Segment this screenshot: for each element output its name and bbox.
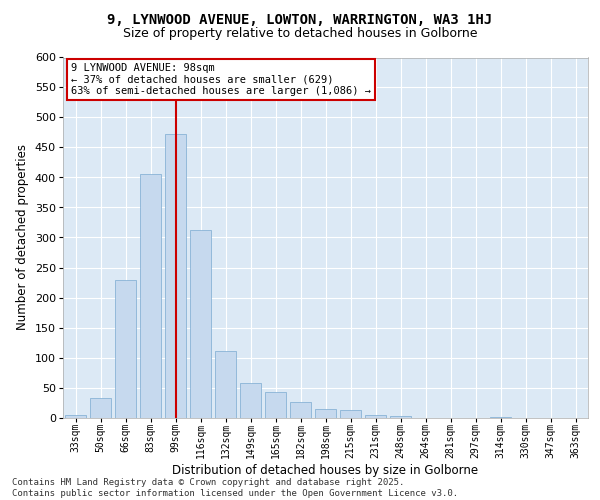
Bar xyxy=(140,174,161,418)
Text: Contains HM Land Registry data © Crown copyright and database right 2025.
Contai: Contains HM Land Registry data © Crown c… xyxy=(12,478,458,498)
Bar xyxy=(190,230,211,418)
Bar xyxy=(65,414,86,418)
Text: 9, LYNWOOD AVENUE, LOWTON, WARRINGTON, WA3 1HJ: 9, LYNWOOD AVENUE, LOWTON, WARRINGTON, W… xyxy=(107,12,493,26)
Bar xyxy=(265,392,286,417)
Bar xyxy=(240,384,261,418)
Y-axis label: Number of detached properties: Number of detached properties xyxy=(16,144,29,330)
Text: 9 LYNWOOD AVENUE: 98sqm
← 37% of detached houses are smaller (629)
63% of semi-d: 9 LYNWOOD AVENUE: 98sqm ← 37% of detache… xyxy=(71,63,371,96)
Bar xyxy=(340,410,361,418)
Bar xyxy=(390,416,411,418)
Bar xyxy=(490,417,511,418)
Bar xyxy=(115,280,136,417)
Bar xyxy=(215,351,236,418)
Bar xyxy=(365,414,386,418)
X-axis label: Distribution of detached houses by size in Golborne: Distribution of detached houses by size … xyxy=(172,464,479,477)
Bar xyxy=(165,134,186,418)
Bar xyxy=(315,408,336,418)
Bar xyxy=(290,402,311,417)
Text: Size of property relative to detached houses in Golborne: Size of property relative to detached ho… xyxy=(123,28,477,40)
Bar xyxy=(90,398,111,417)
